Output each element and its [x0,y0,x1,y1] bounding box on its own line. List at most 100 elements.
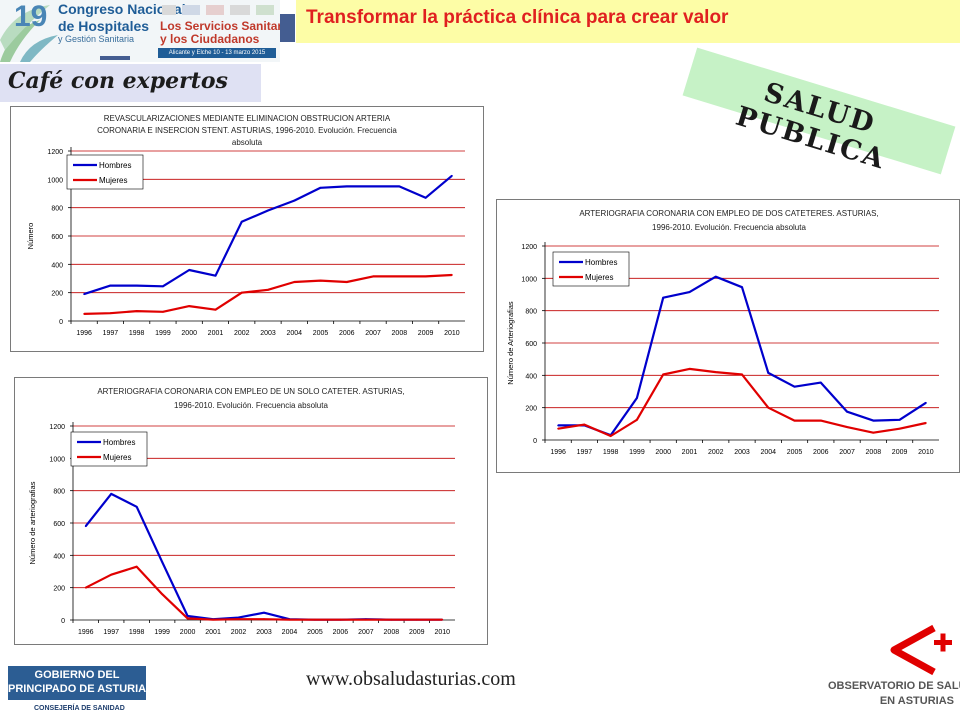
section-label-box: Café con expertos [0,64,261,102]
x-tick-label: 2010 [918,449,934,456]
data-point-mujeres [450,274,453,276]
x-tick-label: 1997 [103,330,119,337]
chart-title-line: 1996-2010. Evolución. Frecuencia absolut… [652,223,806,232]
data-point-hombres [924,401,927,404]
x-tick-label: 1996 [76,330,92,337]
y-tick-label: 400 [53,553,65,560]
congress-line1: Congreso Nacional [58,1,186,17]
stamp-text: SALUD PUBLICA [732,76,890,176]
data-point-mujeres [767,406,770,409]
x-tick-label: 2000 [180,629,196,636]
x-tick-label: 2008 [392,330,408,337]
y-tick-label: 800 [51,206,63,213]
data-point-hombres [135,505,138,508]
website-link[interactable]: www.obsaludasturias.com [306,668,516,690]
x-tick-label: 2007 [365,330,381,337]
data-point-mujeres [162,310,164,313]
leaf-pattern-icon [0,5,58,62]
accent-dash [100,56,130,60]
chart-revascularizaciones: REVASCULARIZACIONES MEDIANTE ELIMINACION… [10,106,484,352]
y-axis-label: Número de Arteriografias [506,301,515,385]
chart-svg: ARTERIOGRAFIA CORONARIA CON EMPLEO DE DO… [506,209,939,456]
series-line-mujeres [84,273,452,315]
x-tick-label: 1997 [577,449,593,456]
chart-title-line: REVASCULARIZACIONES MEDIANTE ELIMINACION… [104,114,391,123]
data-point-mujeres [214,308,217,311]
data-point-mujeres [237,618,240,621]
data-point-hombres [767,372,770,374]
header-bar: Transformar la práctica clínica para cre… [296,0,960,43]
y-tick-label: 0 [533,438,537,445]
data-point-mujeres [319,279,322,282]
data-point-hombres [793,385,796,388]
x-tick-label: 2005 [313,330,329,337]
data-point-mujeres [345,281,348,283]
consejeria-label: CONSEJERÍA DE SANIDAD [34,705,125,712]
data-point-hombres [819,381,822,384]
y-tick-label: 1000 [47,177,63,184]
congress-line3: y Gestión Sanitaria [58,34,135,44]
data-point-hombres [662,296,665,299]
x-tick-label: 2000 [655,449,671,456]
data-point-mujeres [636,418,638,421]
y-tick-label: 1200 [49,424,65,431]
data-point-mujeres [846,426,848,428]
chart-un-cateter: ARTERIOGRAFIA CORONARIA CON EMPLEO DE UN… [14,377,488,645]
y-tick-label: 1200 [47,149,63,156]
x-tick-label: 1999 [629,449,645,456]
y-tick-label: 200 [53,586,65,593]
data-point-hombres [714,275,717,278]
x-tick-label: 1999 [154,629,170,636]
data-point-mujeres [84,586,87,589]
data-point-mujeres [212,618,214,621]
data-point-hombres [372,185,374,188]
data-point-hombres [83,293,86,295]
y-tick-label: 600 [525,341,537,348]
data-point-mujeres [557,427,560,430]
data-point-mujeres [819,419,822,422]
y-tick-label: 0 [59,319,63,326]
y-tick-label: 1200 [521,244,537,251]
x-tick-label: 1997 [103,629,119,636]
section-label: Café con expertos [8,68,228,94]
data-point-mujeres [898,427,901,430]
y-tick-label: 200 [51,291,63,298]
legend-label: Hombres [103,438,135,447]
gov-line1: GOBIERNO DEL [34,669,120,681]
data-point-mujeres [872,431,875,434]
data-point-hombres [688,291,691,293]
x-tick-label: 2002 [234,330,250,337]
y-tick-label: 1000 [49,456,65,463]
x-tick-label: 2005 [307,629,323,636]
x-tick-label: 2003 [734,449,750,456]
data-point-mujeres [441,618,444,621]
data-point-hombres [162,285,164,288]
data-point-mujeres [240,291,243,294]
data-point-hombres [450,174,453,177]
x-tick-label: 2006 [333,629,349,636]
x-tick-label: 2010 [444,330,460,337]
chart-title-line: ARTERIOGRAFIA CORONARIA CON EMPLEO DE UN… [97,387,404,396]
data-point-mujeres [186,617,189,620]
x-tick-label: 2001 [208,330,224,337]
y-tick-label: 800 [53,489,65,496]
data-point-mujeres [688,367,691,370]
series-line-hombres [84,492,443,621]
data-point-hombres [557,424,560,427]
y-axis-label: Número de arteriografias [28,481,37,564]
data-point-mujeres [293,281,296,283]
chart-dos-cateteres: ARTERIOGRAFIA CORONARIA CON EMPLEO DE DO… [496,199,960,473]
y-axis-label: Número [26,223,35,250]
data-point-hombres [109,284,112,287]
data-point-mujeres [135,565,138,568]
x-tick-label: 2007 [839,449,855,456]
y-tick-label: 600 [53,521,65,528]
data-point-mujeres [415,618,418,621]
data-point-hombres [345,185,348,188]
theme-line2: y los Ciudadanos [160,32,260,46]
x-tick-label: 2004 [760,449,776,456]
y-tick-label: 600 [51,234,63,241]
x-tick-label: 2000 [181,330,197,337]
x-tick-label: 2004 [286,330,302,337]
y-tick-label: 0 [61,618,65,625]
